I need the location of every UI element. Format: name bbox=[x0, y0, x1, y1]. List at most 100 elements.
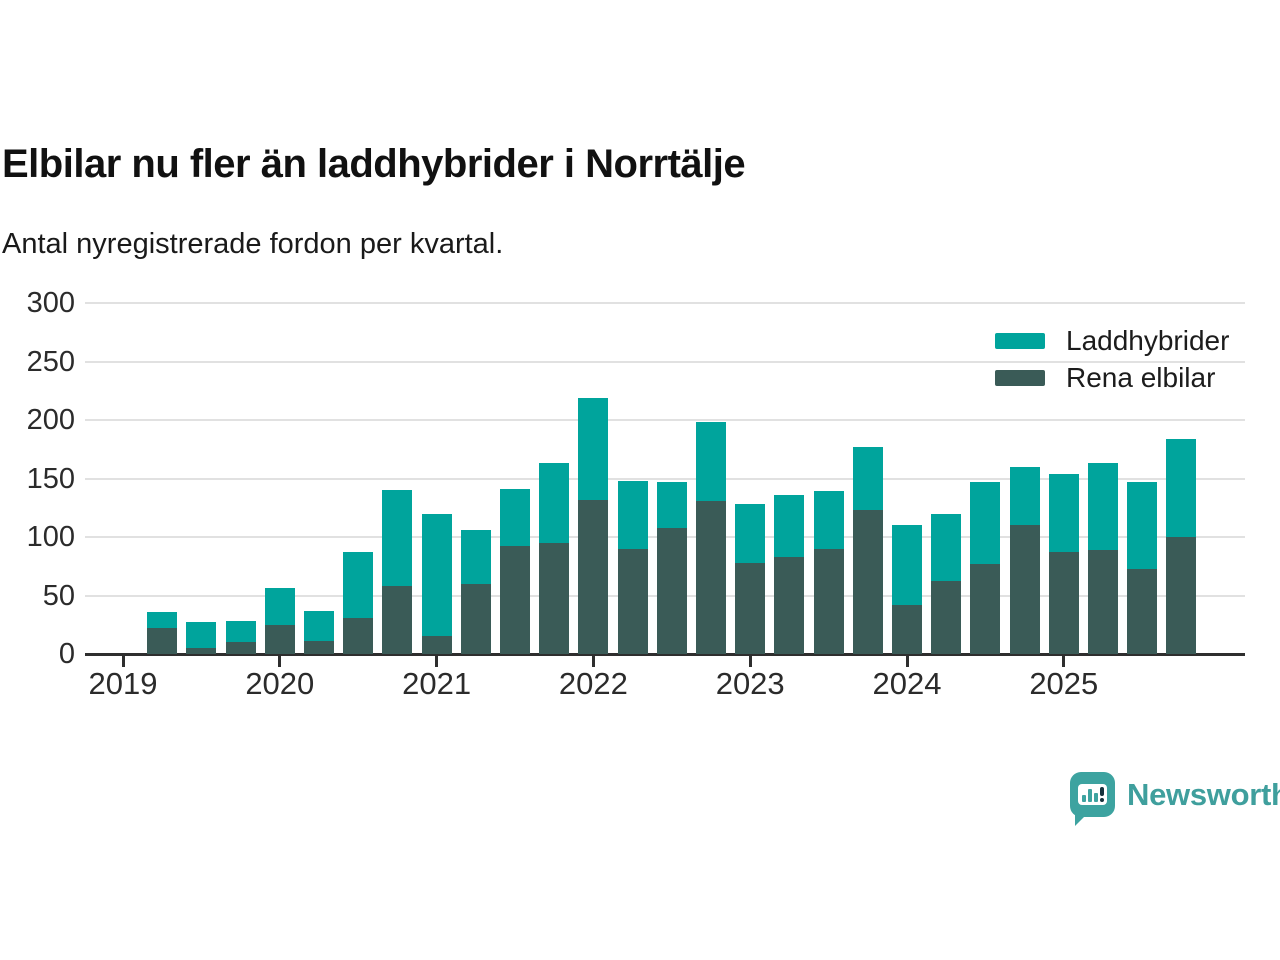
bar-segment-rena-elbilar bbox=[813, 548, 844, 654]
y-axis-label-50: 50 bbox=[42, 579, 75, 612]
bar-2025-q3 bbox=[1127, 482, 1158, 654]
bar-segment-laddhybrider bbox=[578, 397, 609, 500]
newsworthy-wordmark: Newsworthy bbox=[1127, 776, 1280, 812]
bar-segment-laddhybrider bbox=[539, 463, 570, 543]
bar-2023-q2 bbox=[774, 494, 805, 654]
x-axis-line bbox=[85, 653, 1245, 656]
bar-segment-rena-elbilar bbox=[970, 563, 1001, 654]
bar-2019-q4 bbox=[225, 621, 256, 654]
bar-segment-laddhybrider bbox=[813, 491, 844, 549]
x-axis-tick-2024 bbox=[905, 655, 909, 667]
chart-subtitle: Antal nyregistrerade fordon per kvartal. bbox=[2, 228, 504, 260]
bar-segment-laddhybrider bbox=[1048, 473, 1079, 553]
gridline-200 bbox=[85, 419, 1245, 421]
bar-segment-rena-elbilar bbox=[382, 586, 413, 654]
bar-segment-rena-elbilar bbox=[343, 617, 374, 654]
y-axis-label-250: 250 bbox=[26, 345, 75, 378]
bar-2020-q4 bbox=[382, 490, 413, 654]
y-axis-label-100: 100 bbox=[26, 521, 75, 553]
bar-segment-laddhybrider bbox=[1127, 482, 1158, 569]
bar-2023-q1 bbox=[735, 504, 766, 654]
bar-segment-laddhybrider bbox=[1009, 466, 1040, 526]
bar-chart-glyph bbox=[1078, 784, 1107, 805]
bar-segment-laddhybrider bbox=[774, 494, 805, 557]
exclamation-glyph bbox=[1099, 787, 1104, 802]
bar-segment-rena-elbilar bbox=[225, 642, 256, 654]
bar-segment-laddhybrider bbox=[500, 489, 530, 547]
bar-segment-laddhybrider bbox=[852, 446, 883, 511]
bar-segment-rena-elbilar bbox=[696, 500, 726, 654]
newsworthy-branding: Newsworthy bbox=[1070, 772, 1280, 826]
legend-swatch-rena-elbilar bbox=[995, 369, 1045, 386]
newsworthy-logo-icon bbox=[1070, 772, 1115, 826]
y-axis-label-200: 200 bbox=[26, 404, 75, 436]
x-axis-label-2021: 2021 bbox=[402, 666, 472, 701]
bar-segment-rena-elbilar bbox=[264, 624, 295, 654]
bar-segment-rena-elbilar bbox=[1166, 536, 1197, 654]
bar-2021-q1 bbox=[421, 513, 452, 654]
bar-segment-rena-elbilar bbox=[304, 641, 334, 654]
bar-2023-q4 bbox=[852, 446, 883, 654]
bar-2020-q1 bbox=[264, 588, 295, 654]
bar-2023-q3 bbox=[813, 491, 844, 654]
bar-segment-laddhybrider bbox=[147, 611, 178, 629]
bar-2022-q4 bbox=[696, 422, 726, 654]
x-axis-tick-2019 bbox=[121, 655, 125, 667]
bar-2020-q3 bbox=[343, 552, 374, 654]
bar-segment-rena-elbilar bbox=[1009, 525, 1040, 654]
bar-segment-laddhybrider bbox=[617, 480, 648, 549]
bar-segment-laddhybrider bbox=[892, 525, 922, 605]
bar-segment-laddhybrider bbox=[382, 490, 413, 587]
bar-2021-q4 bbox=[539, 463, 570, 654]
legend-swatch-laddhybrider bbox=[995, 332, 1045, 349]
x-axis-tick-2022 bbox=[591, 655, 595, 667]
bar-segment-rena-elbilar bbox=[421, 636, 452, 654]
bar-segment-laddhybrider bbox=[186, 622, 217, 649]
bar-segment-laddhybrider bbox=[931, 513, 962, 582]
bar-2025-q4 bbox=[1166, 438, 1197, 654]
bar-segment-laddhybrider bbox=[225, 621, 256, 643]
legend-label: Rena elbilar bbox=[1066, 361, 1216, 393]
gridline-250 bbox=[85, 360, 1245, 363]
x-axis-label-2024: 2024 bbox=[872, 666, 942, 701]
x-axis-label-2023: 2023 bbox=[715, 666, 785, 701]
legend-label: Laddhybrider bbox=[1066, 324, 1230, 356]
bar-segment-rena-elbilar bbox=[500, 546, 530, 654]
bar-segment-rena-elbilar bbox=[578, 499, 609, 654]
bar-segment-rena-elbilar bbox=[147, 628, 178, 654]
bar-2025-q2 bbox=[1088, 463, 1118, 654]
gridline-300 bbox=[85, 302, 1245, 304]
bar-segment-laddhybrider bbox=[343, 552, 374, 618]
bar-segment-laddhybrider bbox=[304, 610, 334, 642]
gridline-150 bbox=[85, 477, 1245, 480]
bar-segment-laddhybrider bbox=[696, 422, 726, 501]
bar-2022-q2 bbox=[617, 480, 648, 654]
bar-segment-rena-elbilar bbox=[1048, 552, 1079, 654]
x-axis-label-2019: 2019 bbox=[88, 666, 158, 701]
bar-segment-laddhybrider bbox=[460, 529, 491, 584]
bar-2024-q2 bbox=[931, 513, 962, 654]
bar-2024-q1 bbox=[892, 525, 922, 654]
legend-item-laddhybrider: Laddhybrider bbox=[995, 322, 1229, 359]
bar-segment-laddhybrider bbox=[1166, 438, 1197, 537]
bar-segment-rena-elbilar bbox=[617, 548, 648, 654]
y-axis-label-300: 300 bbox=[26, 287, 75, 319]
bar-segment-rena-elbilar bbox=[656, 527, 687, 654]
bar-2019-q2 bbox=[147, 611, 178, 654]
bar-2024-q3 bbox=[970, 482, 1001, 654]
bar-2019-q3 bbox=[186, 622, 217, 654]
bar-segment-rena-elbilar bbox=[460, 583, 491, 654]
x-axis-tick-2021 bbox=[435, 655, 439, 667]
bar-segment-laddhybrider bbox=[970, 482, 1001, 564]
bar-segment-rena-elbilar bbox=[931, 581, 962, 654]
bar-segment-rena-elbilar bbox=[539, 542, 570, 654]
bar-2020-q2 bbox=[304, 610, 334, 654]
x-axis-tick-2023 bbox=[748, 655, 752, 667]
bar-segment-laddhybrider bbox=[421, 513, 452, 637]
bar-2025-q1 bbox=[1048, 473, 1079, 654]
bar-segment-laddhybrider bbox=[264, 588, 295, 625]
legend: Laddhybrider Rena elbilar bbox=[995, 322, 1229, 396]
bar-segment-laddhybrider bbox=[1088, 463, 1118, 550]
x-axis-label-2025: 2025 bbox=[1029, 666, 1099, 701]
legend-item-rena-elbilar: Rena elbilar bbox=[995, 359, 1229, 396]
